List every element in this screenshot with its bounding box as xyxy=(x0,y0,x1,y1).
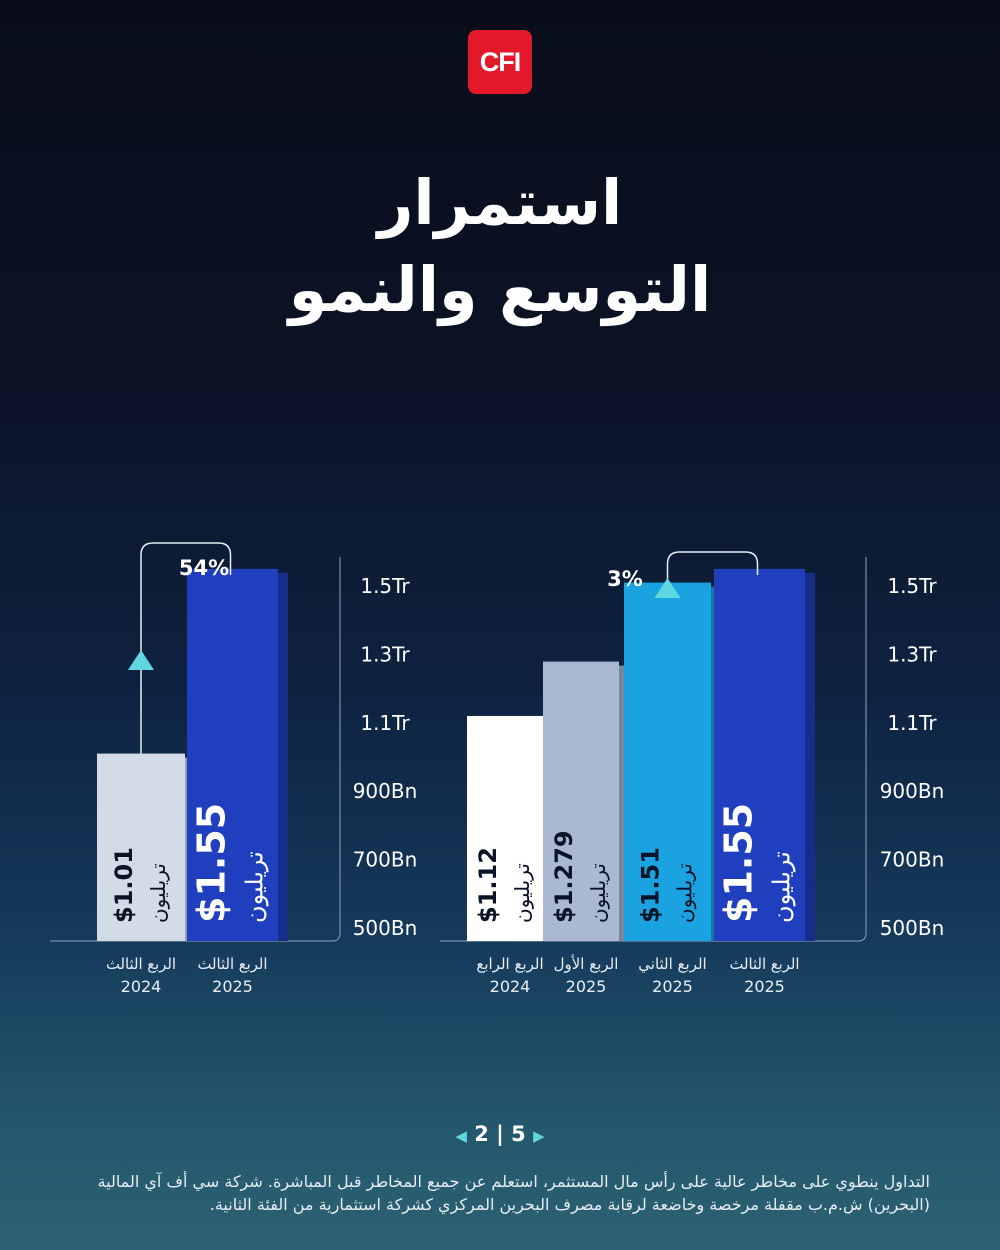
category-quarter-label: الربع الأول xyxy=(554,954,619,973)
category-quarter-label: الربع الرابع xyxy=(476,955,543,973)
category-quarter-label: الربع الثاني xyxy=(638,955,706,974)
growth-connector xyxy=(666,551,759,583)
category-year-label: 2025 xyxy=(566,977,607,996)
y-tick-label: 1.1Tr xyxy=(360,711,410,735)
y-tick-label: 900Bn xyxy=(353,779,418,803)
bar-value-label: $1.51 xyxy=(637,847,665,923)
y-tick-label: 1.5Tr xyxy=(360,574,410,598)
next-arrow-icon[interactable]: ▶ xyxy=(533,1127,545,1145)
category-quarter-label: الربع الثالث xyxy=(198,955,268,973)
bar-unit-label: تريليون xyxy=(586,863,610,923)
pager: ◀ 2 | 5 ▶ xyxy=(0,1122,1000,1146)
bar-value-label: $1.55 xyxy=(190,803,234,923)
bar-value-label: $1.279 xyxy=(550,830,578,923)
y-tick-label: 700Bn xyxy=(880,848,945,872)
bar-unit-label: تريليون xyxy=(673,863,697,923)
growth-percent-label: 54% xyxy=(179,556,229,580)
bar-value-label: $1.01 xyxy=(110,847,138,923)
bar xyxy=(187,568,278,941)
disclaimer: التداول ينطوي على مخاطر عالية على رأس ما… xyxy=(97,1172,930,1214)
y-tick-label: 700Bn xyxy=(353,848,418,872)
bar-unit-label: تريليون xyxy=(241,851,269,923)
up-arrow-icon xyxy=(128,650,154,670)
pager-total: 5 xyxy=(511,1122,526,1146)
y-tick-label: 1.5Tr xyxy=(887,574,937,598)
chart-2: 500Bn 700Bn 900Bn 1.1Tr 1.3Tr 1.5Tr $1.12 تريلي… xyxy=(440,551,945,996)
y-tick-label: 1.3Tr xyxy=(360,642,410,666)
growth-percent-label: 3% xyxy=(607,567,643,591)
bar xyxy=(467,715,543,941)
y-tick-label: 500Bn xyxy=(353,916,418,940)
bar-value-label: $1.55 xyxy=(717,803,761,923)
bar-value-label: $1.12 xyxy=(474,847,502,923)
y-axis-line xyxy=(50,557,341,942)
category-year-label: 2024 xyxy=(490,977,531,996)
category-year-label: 2025 xyxy=(744,977,785,996)
cfi-logo: CFI xyxy=(468,30,532,94)
prev-arrow-icon[interactable]: ◀ xyxy=(455,1127,467,1145)
y-tick-label: 1.3Tr xyxy=(887,642,937,666)
bar-side xyxy=(805,572,815,941)
category-year-label: 2025 xyxy=(212,977,253,996)
bar-unit-label: تريليون xyxy=(768,851,796,923)
y-axis-line xyxy=(440,557,867,942)
bar xyxy=(624,582,711,941)
category-quarter-label: الربع الثالث xyxy=(730,955,800,973)
bar xyxy=(97,753,185,941)
y-tick-label: 500Bn xyxy=(880,916,945,940)
bar-side xyxy=(278,572,288,941)
bar xyxy=(714,568,805,941)
category-year-label: 2024 xyxy=(121,977,162,996)
pager-current: 2 xyxy=(474,1122,489,1146)
y-tick-label: 1.1Tr xyxy=(887,711,937,735)
bar-unit-label: تريليون xyxy=(146,863,170,923)
bar-unit-label: تريليون xyxy=(510,863,534,923)
bar xyxy=(543,661,619,941)
y-tick-label: 900Bn xyxy=(880,779,945,803)
growth-connector xyxy=(140,542,232,754)
category-year-label: 2025 xyxy=(652,977,693,996)
chart-1: 500Bn 700Bn 900Bn 1.1Tr 1.3Tr 1.5Tr $1.01 تريلي… xyxy=(50,542,418,996)
up-arrow-icon xyxy=(654,578,681,598)
page-title-line2: التوسع والنمو xyxy=(288,253,712,326)
pager-separator: | xyxy=(496,1122,504,1146)
page-title-line1: استمرار xyxy=(377,166,623,239)
category-quarter-label: الربع الثالث xyxy=(106,955,176,973)
